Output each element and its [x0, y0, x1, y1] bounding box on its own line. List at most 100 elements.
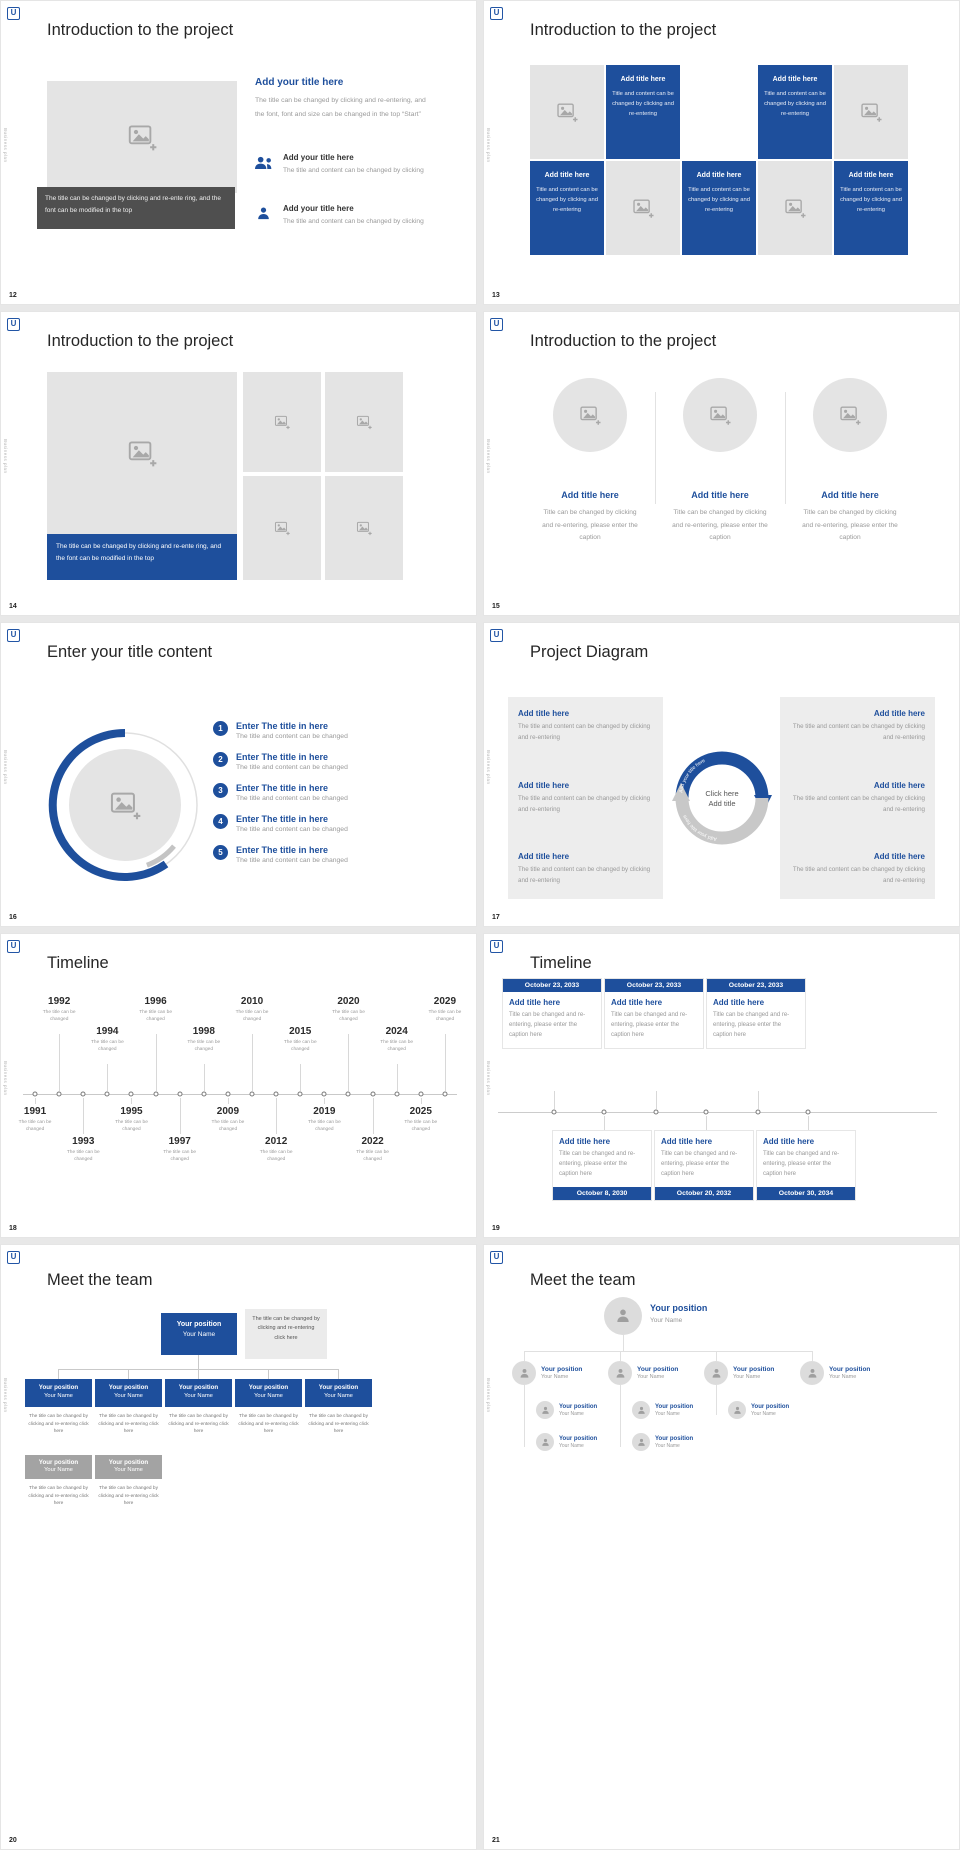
person-icon — [256, 206, 271, 221]
connector-line — [524, 1351, 525, 1361]
timeline-bottom-row: Add title here Title can be changed and … — [498, 1130, 938, 1230]
timeline-item: 2010 The title can be changed — [236, 982, 268, 1212]
feature-body: Title can be changed by clicking and re-… — [542, 509, 638, 542]
org-member: Your position Your Name The title can be… — [95, 1455, 162, 1508]
slide-21-thumbnail[interactable]: U Business plan Meet the team Your posit… — [483, 1244, 960, 1850]
timeline-dot — [321, 1091, 327, 1097]
image-icon — [632, 197, 654, 219]
card-title: Add title here — [559, 1137, 611, 1146]
timeline-dot — [177, 1091, 183, 1097]
timeline-stem — [155, 1034, 157, 1091]
slide-20-thumbnail[interactable]: U Business plan Meet the team Your posit… — [0, 1244, 477, 1850]
timeline-stem — [604, 1116, 605, 1130]
timeline-caption: The title can be changed — [139, 1010, 172, 1023]
org-node-title: Your position — [541, 1366, 583, 1373]
number-badge: 5 — [213, 845, 228, 860]
list-item: 5 Enter The title in here The title and … — [213, 845, 443, 864]
image-icon — [784, 197, 806, 219]
org-node-title: Your position — [637, 1366, 679, 1373]
card-title: Add title here — [509, 998, 561, 1007]
section-body: The title can be changed by clicking and… — [255, 97, 426, 118]
timeline-caption: The title can be changed — [115, 1120, 148, 1133]
timeline-label: 1997 The title can be changed — [157, 1136, 203, 1164]
image-icon — [860, 101, 882, 123]
tile-title: Add title here — [620, 76, 666, 83]
image-icon — [127, 122, 157, 152]
timeline-label: 1994 The title can be changed — [84, 1026, 130, 1054]
slide-17-thumbnail[interactable]: U Business plan Project Diagram Add titl… — [483, 622, 960, 927]
avatar — [704, 1361, 728, 1385]
org-node-text: Your position Your Name — [751, 1404, 789, 1417]
slide-title: Introduction to the project — [530, 332, 717, 350]
timeline-line — [23, 1094, 457, 1095]
feature-item: Add your title here The title and conten… — [253, 153, 435, 177]
slide-18-thumbnail[interactable]: U Business plan Timeline 1991 The title … — [0, 933, 477, 1238]
divider — [655, 392, 656, 504]
org-node-name: Your Name — [637, 1374, 665, 1380]
tile-body: Title and content can be changed by clic… — [688, 187, 750, 214]
panel-item-body: The title and content can be changed by … — [792, 866, 925, 885]
org-member-caption: The title can be changed by clicking and… — [168, 1414, 229, 1435]
feature-body: Title can be changed by clicking and re-… — [672, 509, 768, 542]
connector-line — [716, 1351, 717, 1361]
list-item-text: Enter The title in here The title and co… — [236, 845, 348, 864]
org-member-name: Your Name — [184, 1393, 213, 1399]
feature-text: Add your title here The title and conten… — [283, 153, 424, 177]
org-node-title: Your position — [751, 1403, 790, 1410]
right-panel: Add title here The title and content can… — [780, 697, 935, 899]
divider — [785, 392, 786, 504]
logo-icon: U — [490, 1251, 503, 1264]
org-member-name: Your Name — [254, 1393, 283, 1399]
timeline-item: 1998 The title can be changed — [187, 982, 220, 1212]
panel-item-body: The title and content can be changed by … — [518, 723, 651, 741]
slide-14-thumbnail[interactable]: U Business plan Introduction to the proj… — [0, 311, 477, 616]
org-member-title: Your position — [108, 1459, 149, 1466]
slide-15-thumbnail[interactable]: U Business plan Introduction to the proj… — [483, 311, 960, 616]
timeline-dot — [104, 1091, 110, 1097]
org-member-name: Your Name — [44, 1393, 73, 1399]
image-placeholder — [47, 81, 237, 193]
timeline-dot — [442, 1091, 448, 1097]
org-node-name: Your Name — [655, 1410, 680, 1417]
timeline-year: 1996 — [144, 996, 167, 1007]
timeline-caption: The title can be changed — [163, 1150, 197, 1163]
circle-image-placeholder — [813, 378, 887, 452]
image-placeholder — [47, 372, 237, 534]
brand-vertical-label: Business plan — [3, 1377, 8, 1413]
timeline: 1991 The title can be changed 1992 The t… — [19, 982, 462, 1212]
diagram-center-line2: Add title — [708, 799, 735, 808]
person-icon — [637, 1438, 646, 1447]
connector-line — [623, 1335, 624, 1351]
org-member-box: Your position Your Name — [95, 1455, 162, 1479]
list-item-body: The title and content can be changed — [236, 764, 348, 771]
timeline-year: 1995 — [120, 1106, 143, 1117]
timeline-dot — [394, 1091, 400, 1097]
number-badge: 3 — [213, 783, 228, 798]
timeline-label: 1993 The title can be changed — [60, 1136, 106, 1164]
image-icon — [839, 404, 861, 426]
number-badge: 4 — [213, 814, 228, 829]
image-placeholder — [243, 476, 321, 580]
org-node-name: Your Name — [655, 1442, 680, 1449]
slide-13-thumbnail[interactable]: U Business plan Introduction to the proj… — [483, 0, 960, 305]
org-member-title: Your position — [38, 1459, 79, 1466]
timeline-dot — [551, 1109, 557, 1115]
org-level2-row: Your position Your Name Your position Yo… — [512, 1361, 896, 1385]
org-node-title: Your position — [655, 1435, 694, 1442]
slide-12-thumbnail[interactable]: U Business plan Introduction to the proj… — [0, 0, 477, 305]
timeline-year: 1997 — [168, 1136, 191, 1147]
connector-line — [58, 1369, 59, 1379]
slide-19-thumbnail[interactable]: U Business plan Timeline October 23, 203… — [483, 933, 960, 1238]
timeline-item: 1995 The title can be changed — [115, 982, 148, 1212]
text-tile: Add title here Title and content can be … — [682, 161, 756, 255]
slide-16-thumbnail[interactable]: U Business plan Enter your title content… — [0, 622, 477, 927]
text-tile: Add title here Title and content can be … — [758, 65, 832, 159]
timeline-label: 1996 The title can be changed — [133, 996, 179, 1024]
timeline-stem — [706, 1116, 707, 1130]
list-item-text: Enter The title in here The title and co… — [236, 752, 348, 771]
card-title: Add title here — [713, 998, 765, 1007]
org-member-caption: The title can be changed by clicking and… — [98, 1414, 159, 1435]
connector-line — [524, 1385, 525, 1447]
timeline-year: 2009 — [216, 1106, 240, 1117]
connector-line — [198, 1355, 199, 1369]
